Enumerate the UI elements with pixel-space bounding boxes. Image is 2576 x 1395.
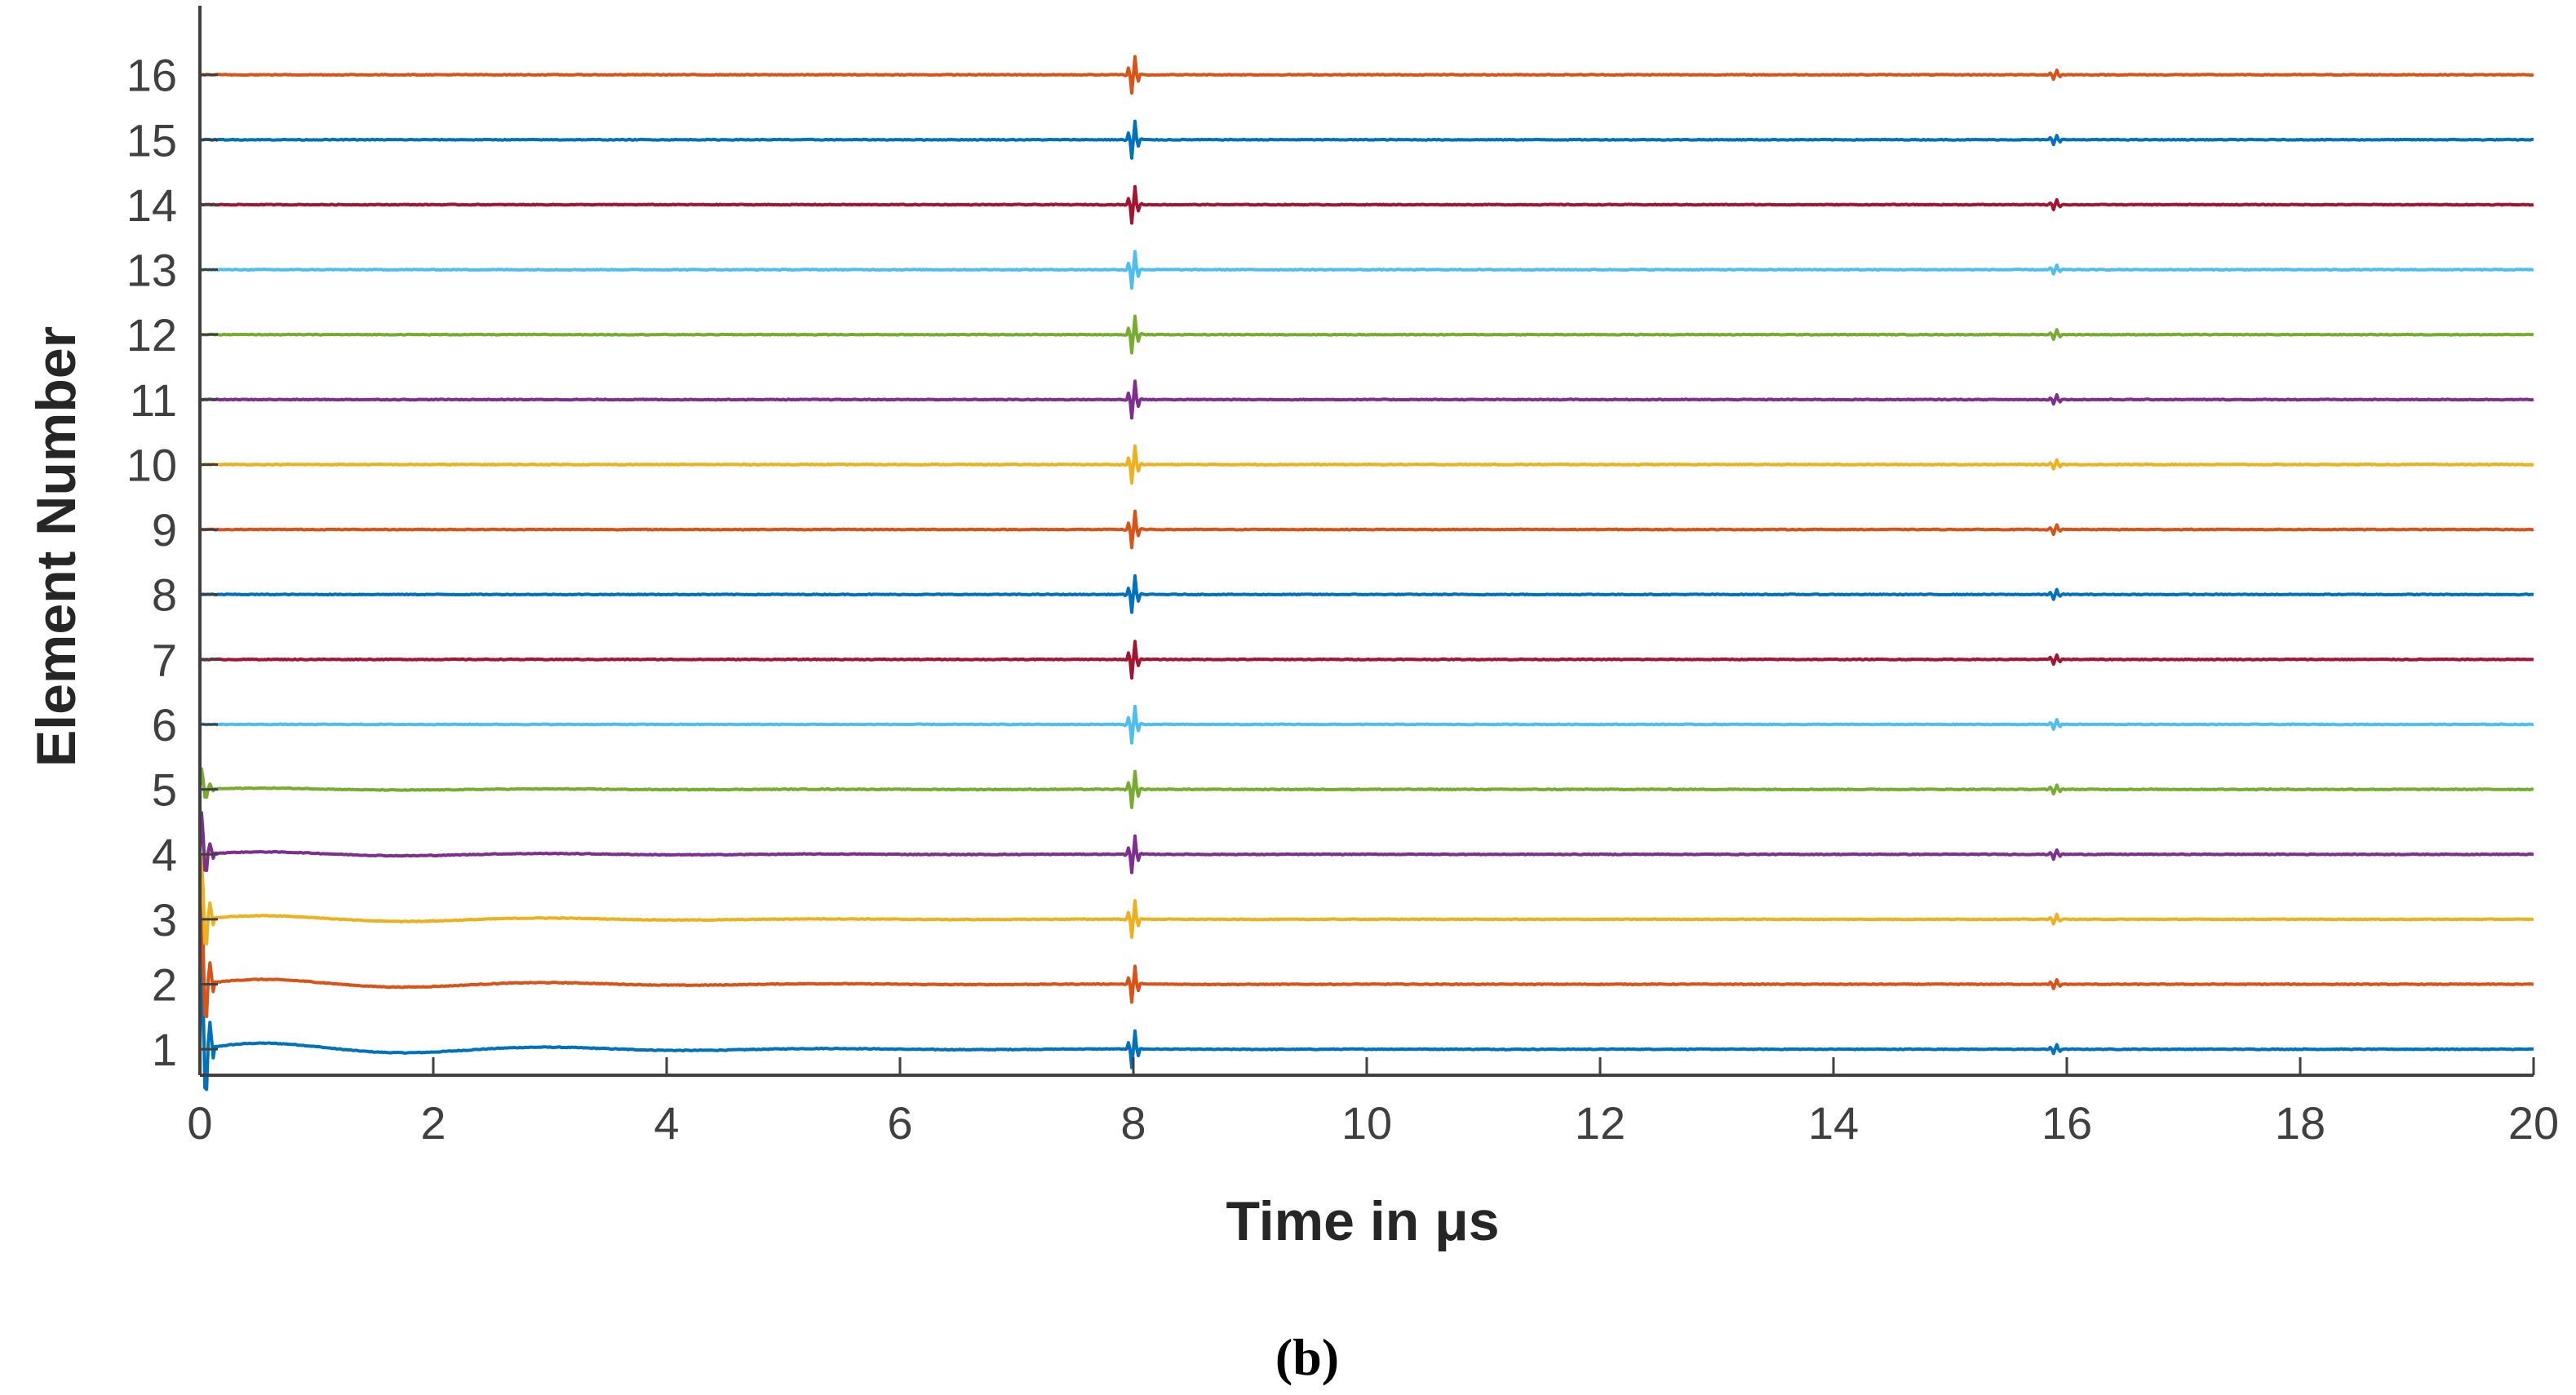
x-tick-label: 6 (887, 1097, 912, 1149)
x-tick-label: 4 (654, 1097, 679, 1149)
series-line-element-1 (198, 944, 2534, 1092)
y-tick-label: 4 (152, 829, 177, 880)
y-tick-label: 6 (152, 699, 177, 751)
series-line-element-14 (199, 184, 2534, 225)
series-line-element-7 (199, 640, 2534, 680)
series-group (198, 55, 2534, 1092)
series-line-element-13 (199, 250, 2534, 290)
series-line-element-6 (199, 704, 2534, 745)
x-axis-title: Time in μs (1226, 1190, 1499, 1252)
series-line-element-8 (199, 574, 2534, 614)
x-tick-label: 16 (2042, 1097, 2092, 1149)
y-tick-label: 14 (126, 179, 177, 231)
series-line-element-3 (198, 855, 2534, 946)
y-tick-label: 12 (126, 309, 177, 361)
panel-label: (b) (1275, 1328, 1339, 1386)
y-tick-label: 15 (126, 114, 177, 166)
series-line-element-4 (198, 811, 2534, 875)
x-tick-label: 0 (187, 1097, 212, 1149)
series-line-element-5 (198, 767, 2534, 809)
y-tick-label: 7 (152, 634, 177, 685)
series-line-element-12 (199, 314, 2534, 355)
y-tick-label: 2 (152, 959, 177, 1011)
series-line-element-16 (199, 55, 2534, 95)
series-line-element-10 (199, 444, 2534, 485)
series-line-element-11 (199, 379, 2534, 420)
y-tick-label: 3 (152, 894, 177, 946)
y-tick-label: 8 (152, 569, 177, 621)
series-line-element-2 (198, 899, 2534, 1019)
y-tick-label: 1 (152, 1024, 177, 1075)
y-tick-label: 5 (152, 764, 177, 816)
y-tick-label: 9 (152, 504, 177, 556)
x-tick-label: 12 (1575, 1097, 1625, 1149)
x-tick-label: 18 (2275, 1097, 2325, 1149)
x-tick-label: 20 (2508, 1097, 2559, 1149)
y-tick-label: 11 (130, 374, 177, 426)
series-line-element-9 (199, 509, 2534, 550)
x-tick-label: 14 (1808, 1097, 1859, 1149)
y-tick-label: 13 (126, 245, 177, 296)
series-line-element-15 (199, 119, 2534, 160)
y-axis-title: Element Number (25, 326, 87, 767)
y-tick-label: 16 (126, 50, 177, 101)
x-tick-label: 8 (1120, 1097, 1146, 1149)
x-tick-label: 10 (1341, 1097, 1392, 1149)
x-tick-label: 2 (420, 1097, 446, 1149)
y-tick-label: 10 (126, 439, 177, 490)
